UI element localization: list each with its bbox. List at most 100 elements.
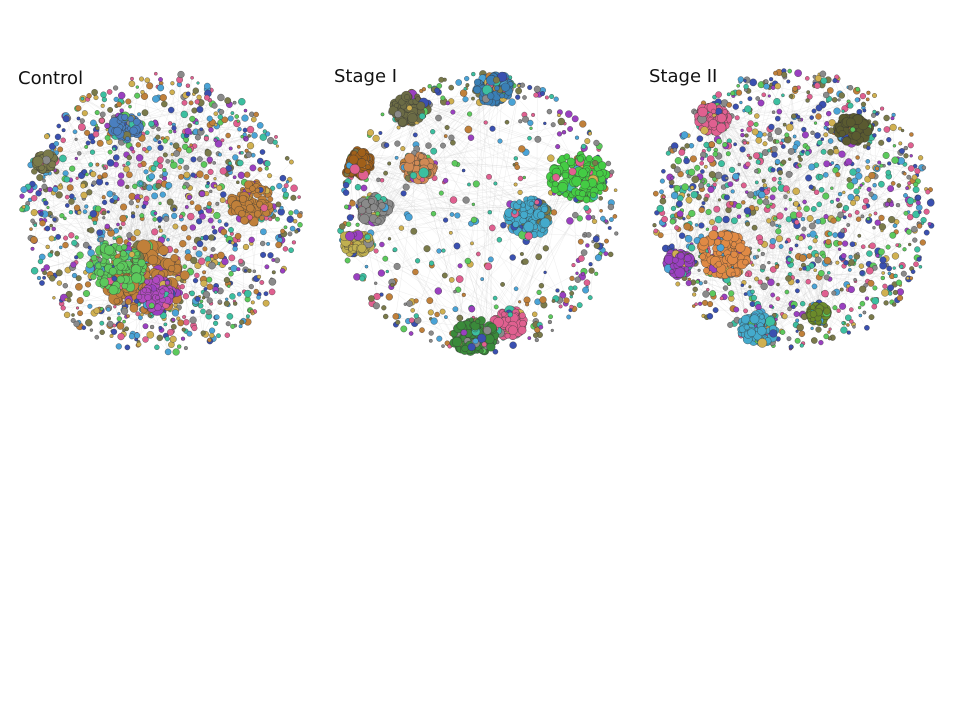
network-node (262, 299, 270, 307)
network-node (774, 82, 781, 90)
network-node (42, 178, 46, 183)
network-node (354, 184, 362, 191)
network-node (739, 146, 746, 153)
network-node (200, 279, 208, 287)
network-node (800, 216, 806, 222)
network-node (128, 80, 136, 88)
network-node (849, 319, 854, 324)
network-node (179, 284, 185, 290)
network-node (130, 235, 137, 242)
network-node (862, 144, 868, 149)
network-node (89, 328, 94, 332)
network-node (744, 272, 749, 277)
network-node (743, 308, 748, 314)
network-node (811, 337, 818, 344)
network-node (220, 138, 225, 143)
network-node (243, 269, 248, 273)
network-node (678, 149, 686, 156)
network-node (180, 224, 188, 232)
network-node (113, 154, 120, 161)
network-node (194, 99, 200, 105)
network-node (230, 111, 235, 115)
network-node (827, 138, 834, 144)
network-node (217, 299, 223, 305)
network-node (459, 89, 468, 97)
network-node (527, 135, 532, 141)
network-node (515, 87, 522, 95)
network-node (555, 288, 560, 293)
network-node (757, 279, 763, 285)
network-node (274, 135, 278, 139)
network-node (75, 176, 79, 180)
network-node (801, 226, 807, 232)
network-node (229, 293, 236, 300)
network-node (508, 98, 516, 106)
network-node (143, 195, 150, 202)
network-node (44, 225, 51, 232)
network-node (744, 133, 749, 138)
network-node (444, 125, 450, 130)
network-node (673, 185, 681, 192)
network-node (755, 255, 760, 259)
network-node (211, 225, 216, 229)
network-node (775, 228, 782, 235)
network-node (211, 102, 218, 109)
network-node (866, 142, 871, 147)
network-node (396, 125, 401, 130)
network-node (297, 195, 301, 199)
network-node (202, 234, 209, 241)
network-node (868, 314, 875, 320)
network-node (872, 93, 877, 98)
network-node (259, 149, 266, 155)
network-node (513, 156, 518, 161)
network-node (430, 147, 438, 155)
network-node (832, 305, 838, 311)
network-node (585, 214, 592, 221)
network-node (393, 262, 401, 270)
network-node (599, 209, 603, 213)
network-node (217, 219, 222, 224)
network-node (38, 187, 43, 192)
network-node (587, 295, 593, 300)
network-node (91, 180, 97, 186)
network-node (196, 106, 204, 113)
network-node (190, 172, 196, 178)
network-node (142, 336, 149, 343)
network-node (487, 256, 494, 263)
network-node (823, 214, 829, 219)
network-node (500, 222, 507, 229)
network-node (379, 241, 385, 248)
network-node (577, 238, 584, 245)
network-node (798, 235, 804, 242)
network-node (217, 114, 223, 120)
network-node (260, 240, 266, 247)
network-node (865, 165, 871, 170)
network-node (170, 81, 175, 86)
network-node (288, 247, 294, 253)
network-node (852, 325, 856, 329)
network-node (754, 180, 759, 185)
network-node (887, 161, 892, 166)
network-node (180, 110, 188, 119)
network-node (442, 177, 449, 184)
network-node (87, 303, 93, 309)
network-node (416, 101, 426, 111)
network-node (517, 84, 521, 88)
network-node (906, 174, 912, 180)
network-node (32, 155, 44, 167)
network-node (550, 209, 558, 216)
network-node (207, 168, 214, 175)
network-node (729, 166, 736, 173)
network-node (804, 150, 811, 156)
network-node (592, 235, 600, 243)
network-node (135, 311, 141, 317)
network-node (108, 267, 117, 276)
network-node (858, 313, 863, 318)
network-node (76, 251, 84, 259)
network-node (742, 140, 747, 145)
network-node (75, 283, 83, 291)
network-node (430, 317, 438, 325)
network-node (746, 141, 750, 145)
network-node (607, 226, 612, 230)
network-node (264, 264, 270, 270)
